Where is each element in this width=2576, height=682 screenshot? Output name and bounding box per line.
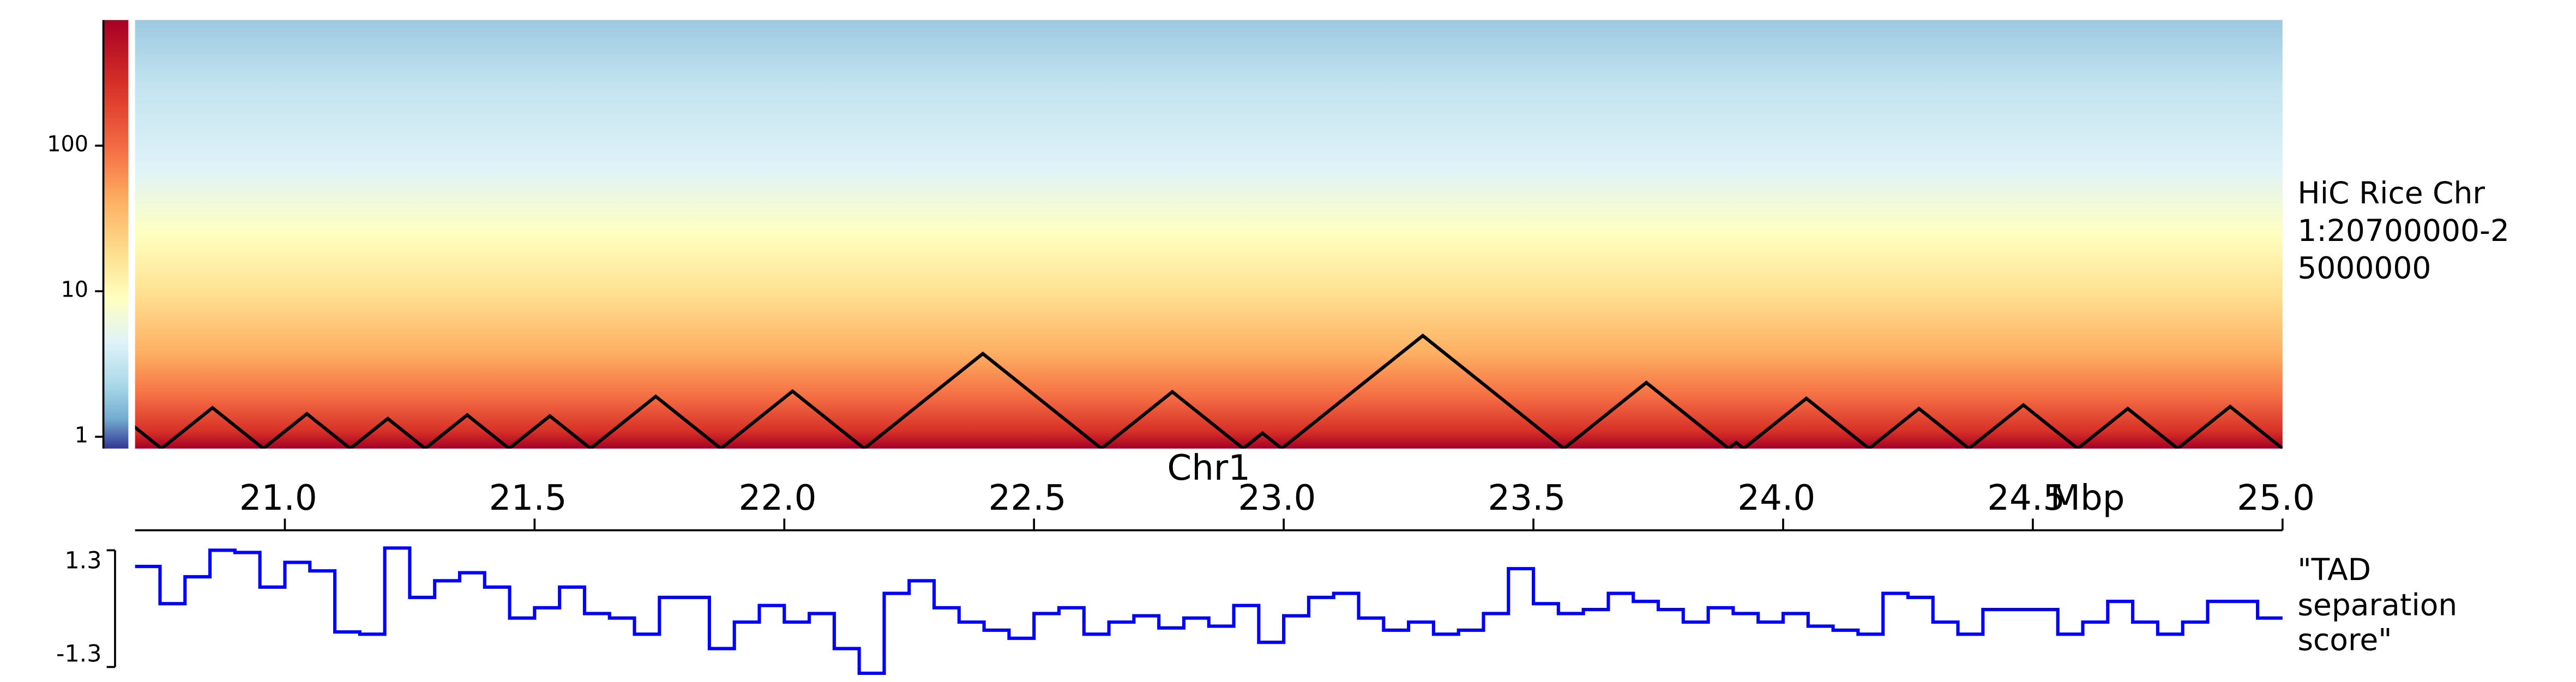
x-tick-label: 24.5 xyxy=(1987,478,2065,518)
tad-triangle xyxy=(589,394,722,449)
tad-triangle xyxy=(349,416,426,449)
x-tick-label: 21.5 xyxy=(489,478,567,518)
y-tick-label: 1.3 xyxy=(64,547,101,574)
track-title: "TAD xyxy=(2297,552,2371,587)
x-axis-title: Chr1 xyxy=(1167,448,1250,488)
x-tick-label: 23.0 xyxy=(1238,478,1316,518)
tad-triangle xyxy=(262,412,352,449)
tad-triangle xyxy=(2077,406,2179,449)
tad-triangle xyxy=(720,389,865,449)
track-title: 5000000 xyxy=(2297,251,2431,286)
tad-triangle xyxy=(1742,396,1870,449)
tad-triangle xyxy=(1100,389,1244,449)
x-tick-label: 22.5 xyxy=(988,478,1066,518)
x-tick-label: 25.0 xyxy=(2237,478,2315,518)
colorbar-tick-label: 10 xyxy=(61,277,88,303)
tad-triangle xyxy=(1967,402,2079,449)
colorbar-tick-label: 100 xyxy=(47,132,88,157)
track-title: 1:20700000-2 xyxy=(2297,213,2509,248)
tad-triangle xyxy=(1242,431,1283,449)
x-tick-label: 23.5 xyxy=(1488,478,1566,518)
score-line xyxy=(135,546,2283,675)
tad-layer xyxy=(135,333,2283,449)
tad-triangle xyxy=(1563,380,1730,449)
tad-triangle xyxy=(863,351,1103,449)
tad-triangle xyxy=(508,414,592,449)
x-axis-unit: Mbp xyxy=(2050,478,2125,518)
heatmap-image xyxy=(135,20,2283,449)
x-tick-label: 24.0 xyxy=(1737,478,1815,518)
y-tick-label: -1.3 xyxy=(56,641,102,668)
tad-triangle xyxy=(160,406,264,449)
tad-triangle xyxy=(2176,404,2283,449)
x-tick-label: 22.0 xyxy=(739,478,817,518)
tad-triangle xyxy=(1868,406,1970,449)
colorbar-tick-label: 1 xyxy=(75,423,88,448)
tad-triangle xyxy=(1280,333,1565,449)
tad-triangle xyxy=(135,425,163,449)
tad-triangle xyxy=(424,413,510,449)
x-tick-label: 21.0 xyxy=(239,478,317,518)
track-title: separation xyxy=(2297,587,2457,622)
track-title: score" xyxy=(2297,623,2392,657)
track-title: HiC Rice Chr xyxy=(2297,176,2485,210)
colorbar xyxy=(103,20,129,449)
tad-triangle xyxy=(1728,440,1745,449)
